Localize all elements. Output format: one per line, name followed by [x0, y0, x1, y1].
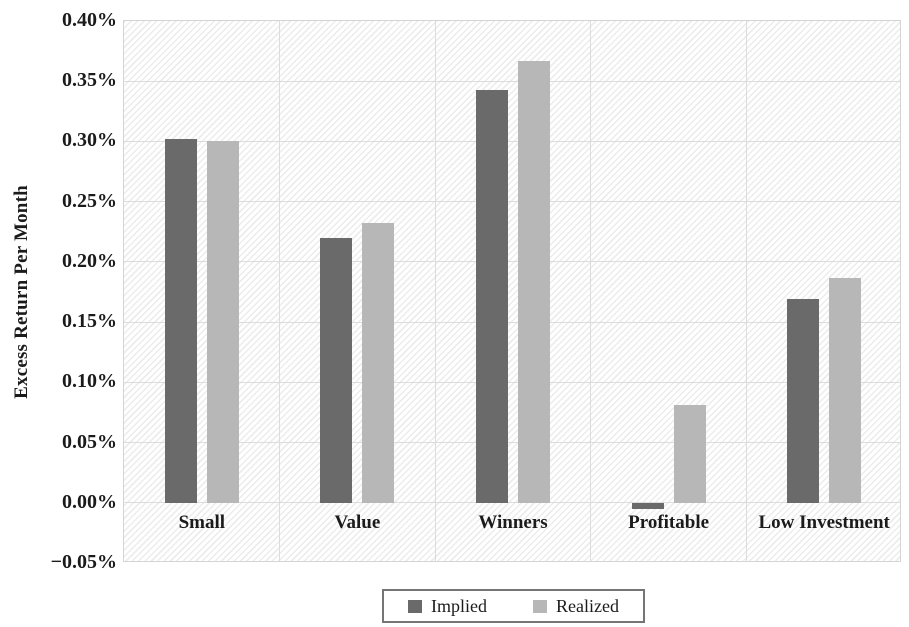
realized-bar-small: [206, 141, 239, 503]
gridline-vertical: [745, 21, 747, 561]
x-category-label: Profitable: [628, 511, 710, 533]
y-tick-label: 0.15%: [62, 310, 117, 333]
y-tick-label: 0.20%: [62, 249, 117, 272]
gridline-horizontal: [124, 502, 900, 504]
legend-label-realized: Realized: [556, 596, 619, 616]
gridline-horizontal: [124, 261, 900, 263]
implied-bar-profitable: [631, 502, 664, 509]
realized-bar-value: [362, 223, 395, 503]
gridline-horizontal: [124, 140, 900, 142]
implied-bar-small: [164, 139, 197, 503]
legend: Implied Realized: [382, 589, 645, 623]
gridline-vertical: [279, 21, 281, 561]
x-category-label: Low Investment: [758, 511, 890, 533]
legend-item-implied: Implied: [408, 597, 487, 615]
y-tick-label: −0.05%: [50, 551, 117, 573]
realized-bar-profitable: [673, 405, 706, 503]
x-category-label: Value: [334, 511, 381, 533]
y-tick-label: 0.10%: [62, 370, 117, 393]
implied-bar-low-investment: [787, 299, 820, 503]
y-tick-label: 0.00%: [62, 490, 117, 513]
gridline-horizontal: [124, 381, 900, 383]
y-tick-label: 0.40%: [62, 9, 117, 31]
implied-bar-value: [320, 237, 353, 503]
legend-item-realized: Realized: [533, 597, 619, 615]
gridline-horizontal: [124, 442, 900, 444]
y-tick-label: 0.35%: [62, 69, 117, 92]
realized-bar-winners: [518, 60, 550, 503]
gridline-horizontal: [124, 80, 900, 82]
y-tick-label: 0.30%: [62, 129, 117, 152]
x-category-label: Small: [178, 511, 226, 533]
realized-bar-low-investment: [829, 277, 862, 503]
legend-label-implied: Implied: [431, 596, 488, 616]
gridline-vertical: [434, 21, 436, 561]
y-tick-label: 0.05%: [62, 430, 117, 453]
gridline-horizontal: [124, 321, 900, 323]
x-category-label: Winners: [478, 511, 548, 533]
plot-area: Small Value Winners Profitable Low Investmen…: [123, 20, 901, 562]
realized-swatch-icon: [533, 599, 548, 613]
implied-swatch-icon: [408, 599, 423, 613]
gridline-horizontal: [124, 201, 900, 203]
implied-bar-winners: [476, 89, 508, 503]
gridline-vertical: [590, 21, 592, 561]
y-tick-label: 0.25%: [62, 189, 117, 212]
